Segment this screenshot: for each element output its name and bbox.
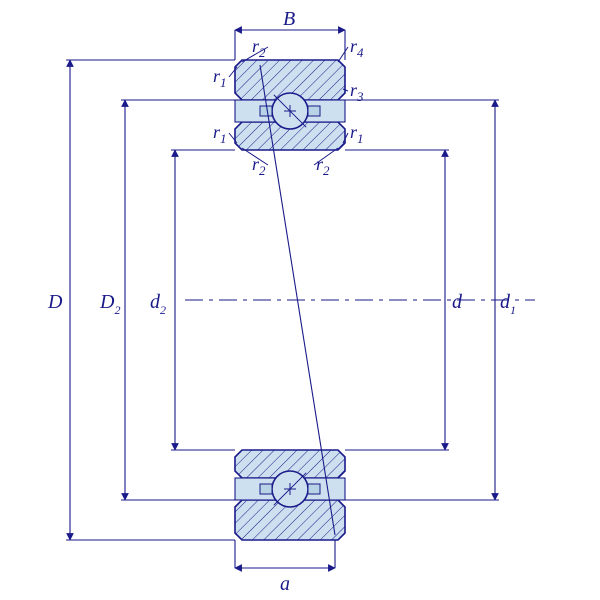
svg-text:r2: r2: [252, 36, 266, 60]
bearing-cross-section-diagram: r2r4r1r3r1r1r2r2 D D2 d2 d d1 B a: [0, 0, 600, 600]
svg-text:r2: r2: [316, 154, 330, 178]
label-D: D: [47, 291, 63, 313]
svg-text:r1: r1: [350, 122, 364, 146]
svg-text:r4: r4: [350, 36, 364, 60]
svg-text:r1: r1: [213, 66, 227, 90]
label-B: B: [283, 8, 295, 30]
label-a: a: [280, 573, 290, 595]
label-d1: d1: [500, 291, 516, 317]
label-D2: D2: [99, 291, 120, 317]
label-d: d: [452, 291, 463, 313]
svg-text:r1: r1: [213, 122, 227, 146]
svg-text:r2: r2: [252, 154, 266, 178]
label-d2: d2: [150, 291, 166, 317]
